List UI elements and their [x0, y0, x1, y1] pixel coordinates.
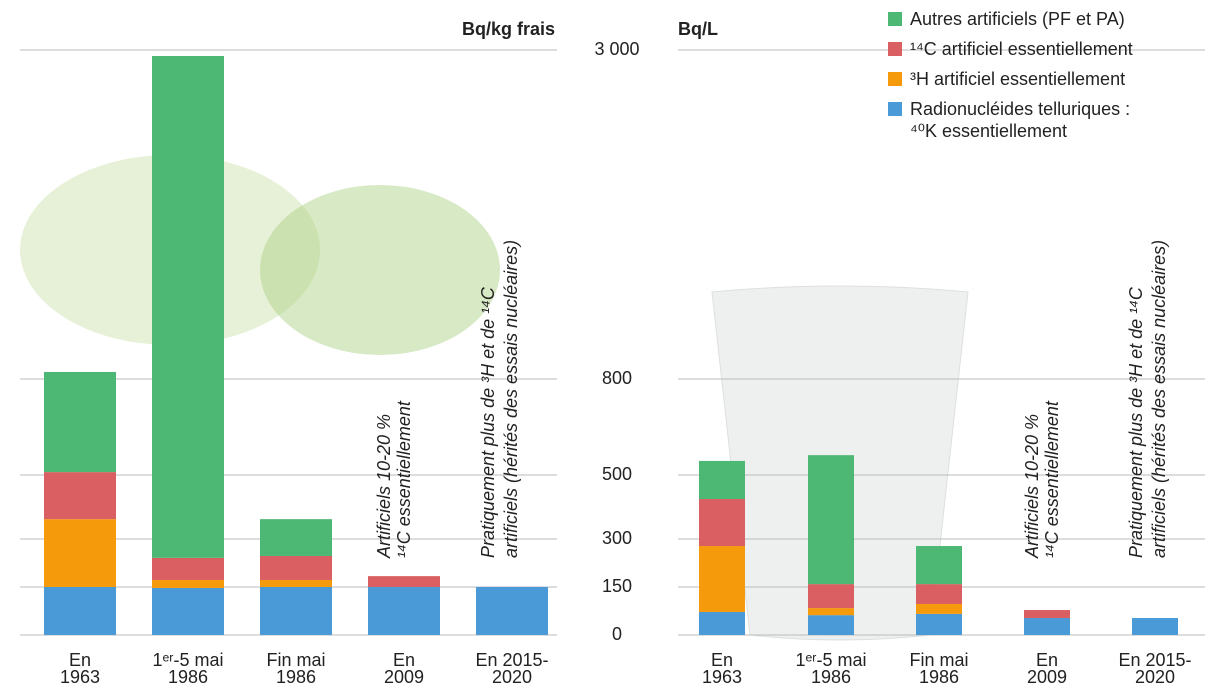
- x-tick-label: 2020: [1135, 667, 1175, 687]
- x-tick-label: 2009: [1027, 667, 1067, 687]
- lettuce-image: [260, 185, 500, 355]
- bar-segment: [916, 603, 962, 614]
- legend-swatch: [888, 12, 902, 26]
- bar-segment: [44, 587, 116, 635]
- x-tick-label: En: [393, 650, 415, 670]
- bar-segment: [476, 587, 548, 635]
- bar-segment: [699, 611, 745, 635]
- bar-segment: [152, 579, 224, 588]
- bar-segment: [368, 576, 440, 587]
- legend-label: Autres artificiels (PF et PA): [910, 9, 1125, 29]
- y-tick-label: 500: [602, 464, 632, 484]
- legend-swatch: [888, 42, 902, 56]
- x-tick-label: 1986: [811, 667, 851, 687]
- bar-segment: [808, 615, 854, 635]
- x-tick-label: 2009: [384, 667, 424, 687]
- annotation: artificiels (hérités des essais nucléair…: [501, 240, 521, 558]
- legend-item: ¹⁴C artificiel essentiellement: [888, 38, 1198, 60]
- bar-segment: [44, 371, 116, 473]
- legend: Autres artificiels (PF et PA) ¹⁴C artific…: [888, 8, 1198, 150]
- bar-segment: [260, 587, 332, 635]
- x-tick-label: Fin mai: [266, 650, 325, 670]
- y-tick-label: 0: [612, 624, 622, 644]
- annotation: ¹⁴C essentiellement: [394, 400, 414, 558]
- legend-item: Autres artificiels (PF et PA): [888, 8, 1198, 30]
- bar-segment: [260, 519, 332, 556]
- y-tick-label: 300: [602, 528, 632, 548]
- legend-label: ³H artificiel essentiellement: [910, 69, 1126, 89]
- x-tick-label: En 2015-: [475, 650, 548, 670]
- bar-segment: [916, 546, 962, 585]
- legend-label: Radionucléides telluriques : ⁴⁰K essenti…: [910, 99, 1131, 141]
- bar-segment: [152, 587, 224, 635]
- bar-segment: [916, 584, 962, 604]
- bar-segment: [44, 472, 116, 520]
- bar-segment: [699, 546, 745, 612]
- bar-segment: [152, 55, 224, 558]
- x-tick-label: 1ᵉʳ-5 mai: [795, 650, 866, 670]
- bar-segment: [699, 460, 745, 499]
- x-tick-label: En: [1036, 650, 1058, 670]
- y-tick-label: 800: [602, 368, 632, 388]
- annotation: Artificiels 10-20 %: [1022, 414, 1042, 559]
- bar-segment: [808, 608, 854, 616]
- bar-segment: [152, 557, 224, 580]
- legend-swatch: [888, 72, 902, 86]
- x-tick-label: 1963: [702, 667, 742, 687]
- y-tick-label: 150: [602, 576, 632, 596]
- bar-segment: [699, 499, 745, 547]
- x-tick-label: 2020: [492, 667, 532, 687]
- annotation: Pratiquement plus de ³H et de ¹⁴C: [478, 286, 498, 558]
- y-axis-label: Bq/L: [678, 19, 718, 39]
- bar-segment: [260, 579, 332, 587]
- annotation: Artificiels 10-20 %: [374, 414, 394, 559]
- annotation: artificiels (hérités des essais nucléair…: [1149, 240, 1169, 558]
- x-tick-label: En: [69, 650, 91, 670]
- legend-item: Radionucléides telluriques : ⁴⁰K essenti…: [888, 98, 1198, 142]
- bar-segment: [1024, 610, 1070, 619]
- bar-segment: [1024, 618, 1070, 635]
- x-tick-label: 1986: [919, 667, 959, 687]
- x-tick-label: En 2015-: [1118, 650, 1191, 670]
- bar-segment: [808, 584, 854, 609]
- x-tick-label: Fin mai: [909, 650, 968, 670]
- legend-swatch: [888, 102, 902, 116]
- bar-segment: [1132, 618, 1178, 635]
- annotation: ¹⁴C essentiellement: [1042, 400, 1062, 558]
- x-tick-label: 1986: [168, 667, 208, 687]
- y-axis-label: Bq/kg frais: [462, 19, 555, 39]
- y-tick-label: 3 000: [594, 39, 639, 59]
- bar-segment: [916, 613, 962, 635]
- bar-segment: [44, 519, 116, 587]
- bar-segment: [260, 555, 332, 580]
- x-tick-label: En: [711, 650, 733, 670]
- annotation: Pratiquement plus de ³H et de ¹⁴C: [1126, 286, 1146, 558]
- x-tick-label: 1963: [60, 667, 100, 687]
- legend-item: ³H artificiel essentiellement: [888, 68, 1198, 90]
- legend-label: ¹⁴C artificiel essentiellement: [910, 39, 1133, 59]
- x-tick-label: 1ᵉʳ-5 mai: [152, 650, 223, 670]
- bar-segment: [368, 587, 440, 635]
- bar-segment: [808, 455, 854, 585]
- x-tick-label: 1986: [276, 667, 316, 687]
